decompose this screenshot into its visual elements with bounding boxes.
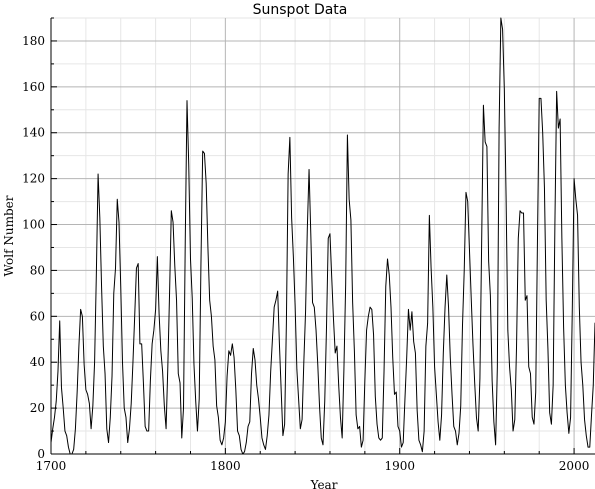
y-tick-label: 0 <box>37 447 45 461</box>
y-tick-label: 60 <box>30 309 45 323</box>
series-line <box>50 17 595 455</box>
y-tick-label: 120 <box>22 172 45 186</box>
x-tick-label: 1900 <box>384 459 415 473</box>
x-axis-label: Year <box>310 478 338 489</box>
x-tick-label: 1700 <box>36 459 67 473</box>
x-tick-label: 2000 <box>559 459 590 473</box>
y-tick-label: 20 <box>30 401 45 415</box>
series-group <box>50 17 595 455</box>
y-tick-label: 40 <box>30 355 45 369</box>
y-tick-label: 160 <box>22 80 45 94</box>
x-tick-label: 1800 <box>210 459 241 473</box>
grid <box>50 17 595 454</box>
chart-title: Sunspot Data <box>253 2 348 18</box>
y-tick-label: 180 <box>22 34 45 48</box>
y-axis-label: Wolf Number <box>2 195 16 276</box>
y-tick-label: 100 <box>22 218 45 232</box>
axis-ticks: 1700 1800 1900 2000 0 20 40 60 80 100 120 140 160 180 <box>22 17 590 473</box>
y-tick-label: 140 <box>22 126 45 140</box>
y-tick-label: 80 <box>30 263 45 277</box>
